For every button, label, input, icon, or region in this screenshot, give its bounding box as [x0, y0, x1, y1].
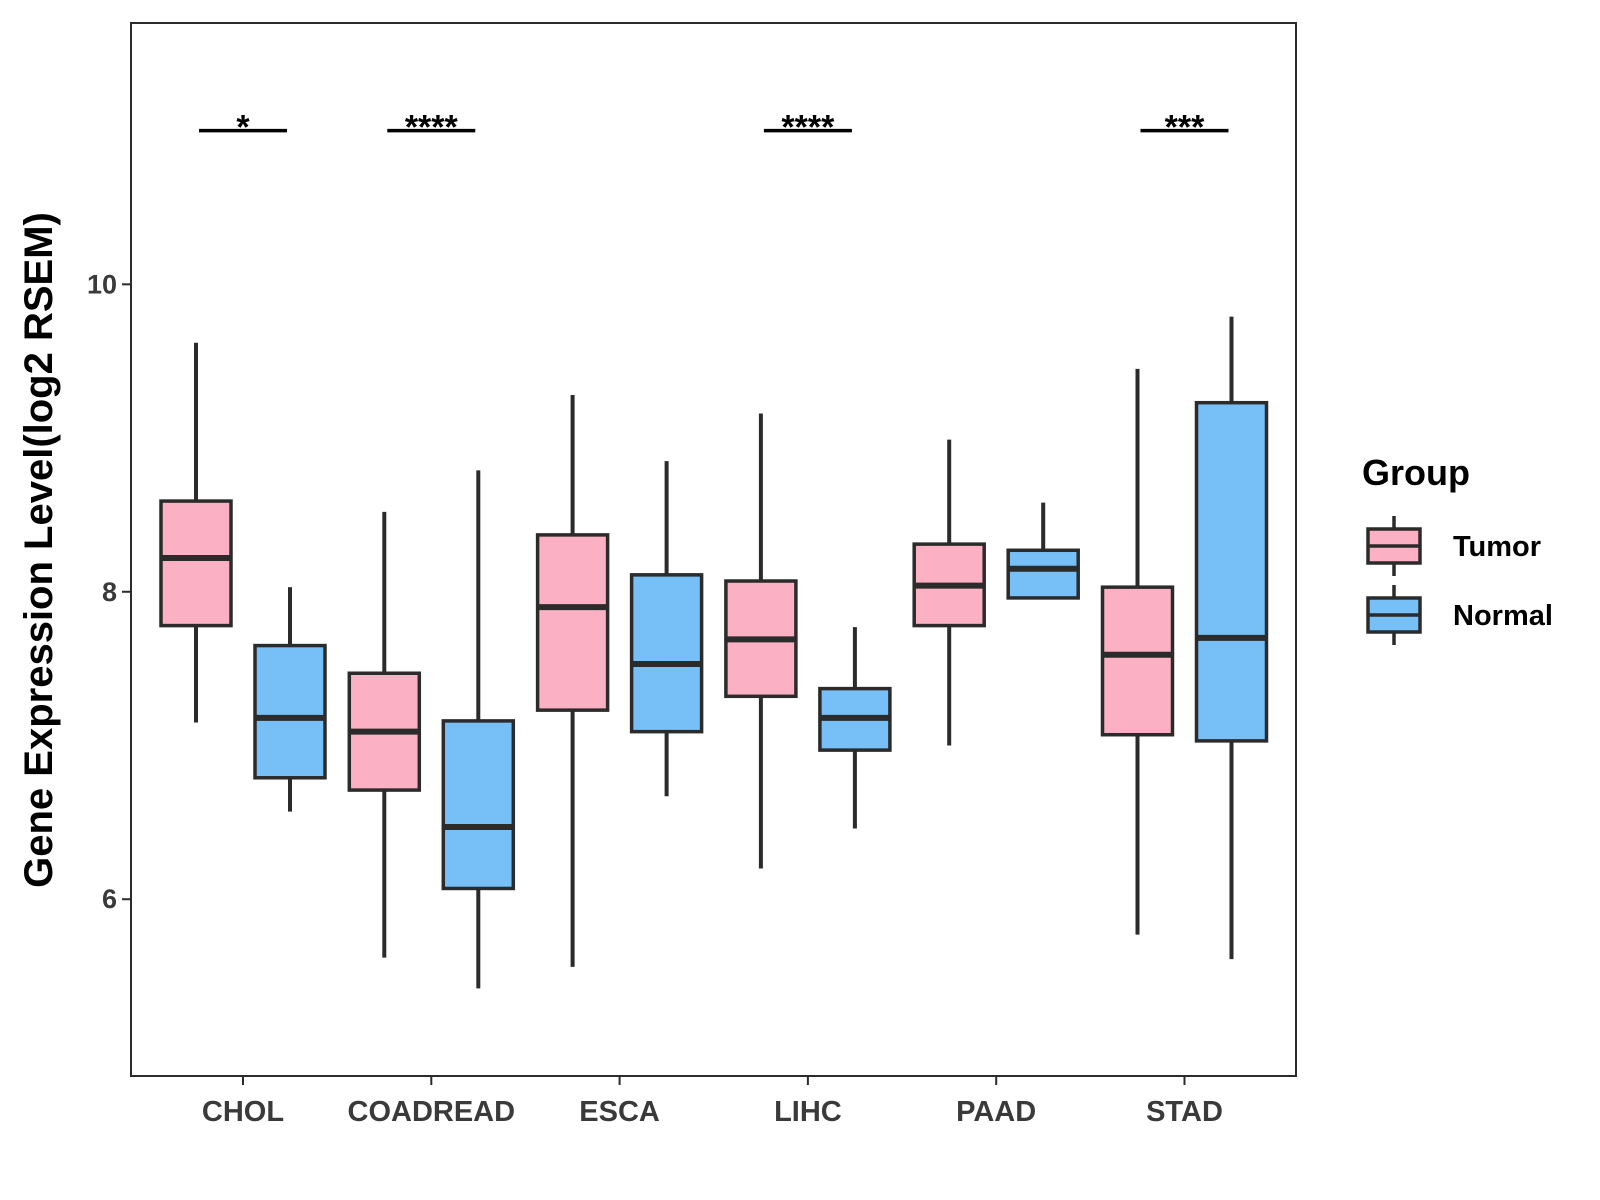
box-body	[1194, 400, 1269, 743]
x-tick-label: COADREAD	[348, 1096, 516, 1128]
box-body	[629, 573, 704, 734]
x-tick-label: STAD	[1146, 1096, 1223, 1128]
box-tumor-esca	[535, 395, 610, 967]
box-normal-lihc	[818, 627, 892, 829]
box-tumor-coadread	[347, 511, 422, 958]
significance-coadread: ****	[387, 109, 476, 147]
x-tick-label: CHOL	[202, 1096, 284, 1128]
significance-label: *	[236, 109, 250, 147]
box-body	[1006, 548, 1080, 600]
significance-label: ****	[781, 109, 835, 147]
significance-label: ****	[405, 109, 459, 147]
legend-entry-tumor: Tumor	[1366, 516, 1541, 576]
box-body	[535, 533, 610, 712]
box-normal-paad	[1006, 502, 1080, 600]
x-tick-label: PAAD	[956, 1096, 1036, 1128]
y-tick-label: 6	[102, 884, 117, 914]
y-axis-title: Gene Expression Level(log2 RSEM)	[17, 212, 61, 888]
y-tick-label: 10	[87, 269, 117, 299]
plot-area: * **** **** ***	[159, 109, 1269, 989]
x-tick-label: LIHC	[774, 1096, 842, 1128]
axes: 6 8 10 Gene Expression Level(log2 RSEM) CHOL…	[17, 22, 1297, 1128]
significance-lihc: ****	[763, 109, 852, 147]
x-tick-label: ESCA	[579, 1096, 660, 1128]
legend-label: Tumor	[1453, 531, 1541, 563]
box-normal-stad	[1194, 316, 1269, 960]
box-tumor-chol	[159, 342, 233, 723]
box-normal-esca	[629, 461, 704, 797]
legend-entry-normal: Normal	[1366, 585, 1553, 645]
significance-chol: *	[199, 109, 287, 147]
box-body	[253, 643, 327, 780]
legend-title: Group	[1362, 452, 1470, 493]
box-tumor-stad	[1100, 368, 1175, 935]
legend: Group Tumor Normal	[1362, 452, 1553, 645]
significance-label: ***	[1165, 109, 1205, 147]
box-body	[159, 499, 233, 628]
significance-stad: ***	[1140, 109, 1229, 147]
box-tumor-paad	[912, 439, 986, 746]
box-tumor-lihc	[724, 413, 798, 869]
panel-border	[130, 22, 1297, 1077]
box-body	[441, 719, 516, 891]
box-normal-coadread	[441, 470, 516, 989]
box-normal-chol	[253, 587, 327, 812]
box-body	[1100, 585, 1175, 737]
legend-label: Normal	[1453, 600, 1553, 632]
y-tick-label: 8	[102, 577, 117, 607]
